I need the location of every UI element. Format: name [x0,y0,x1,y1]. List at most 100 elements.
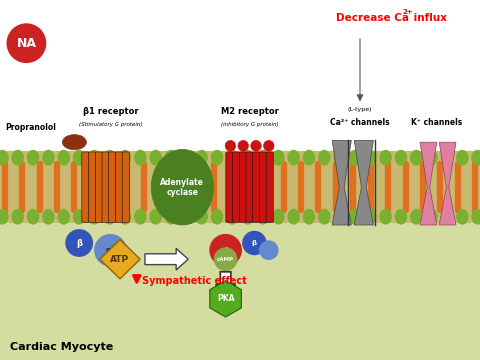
Ellipse shape [43,150,54,165]
FancyBboxPatch shape [82,152,89,222]
Ellipse shape [181,150,192,165]
Ellipse shape [243,231,266,255]
FancyBboxPatch shape [253,152,260,222]
Text: (Stimulatory G protein): (Stimulatory G protein) [79,122,142,127]
Ellipse shape [411,210,422,224]
Ellipse shape [166,210,177,224]
Ellipse shape [260,241,278,259]
Ellipse shape [120,150,131,165]
Ellipse shape [227,150,238,165]
Ellipse shape [273,210,284,224]
Ellipse shape [396,150,407,165]
Polygon shape [332,140,351,225]
Ellipse shape [104,210,115,224]
Text: ATP: ATP [110,255,130,264]
Ellipse shape [442,150,453,165]
Text: Propranolol: Propranolol [5,123,56,132]
Ellipse shape [238,140,249,151]
Ellipse shape [0,150,8,165]
Ellipse shape [257,150,268,165]
Ellipse shape [12,150,23,165]
FancyBboxPatch shape [260,152,267,222]
Ellipse shape [181,210,192,224]
Ellipse shape [396,210,407,224]
Polygon shape [354,140,373,225]
Ellipse shape [166,150,177,165]
Ellipse shape [365,210,376,224]
Text: K⁺ channels: K⁺ channels [411,118,462,127]
Ellipse shape [257,210,268,224]
Ellipse shape [426,150,437,165]
Polygon shape [420,142,437,225]
Polygon shape [100,239,140,279]
Ellipse shape [251,140,261,151]
Ellipse shape [334,210,345,224]
Ellipse shape [196,210,207,224]
Text: 2+: 2+ [402,9,413,14]
Ellipse shape [227,210,238,224]
Ellipse shape [380,210,391,224]
Ellipse shape [73,150,84,165]
Ellipse shape [380,150,391,165]
Polygon shape [145,248,188,270]
Ellipse shape [89,150,100,165]
Ellipse shape [242,210,253,224]
Ellipse shape [12,210,23,224]
Ellipse shape [73,210,84,224]
Ellipse shape [319,150,330,165]
Text: αi: αi [222,247,229,253]
Ellipse shape [442,210,453,224]
FancyBboxPatch shape [95,152,102,222]
Ellipse shape [411,150,422,165]
FancyBboxPatch shape [246,152,253,222]
Ellipse shape [426,210,437,224]
Ellipse shape [66,230,92,256]
Ellipse shape [210,235,241,266]
Ellipse shape [212,150,223,165]
Ellipse shape [288,210,299,224]
Text: αs: αs [106,247,115,253]
Ellipse shape [457,150,468,165]
Text: (inhibitory G protein): (inhibitory G protein) [221,122,278,127]
Ellipse shape [62,135,86,150]
Text: PKA: PKA [217,294,234,303]
Ellipse shape [27,210,38,224]
Bar [0,0,480,155]
Text: influx: influx [410,13,447,23]
FancyBboxPatch shape [240,152,247,222]
Ellipse shape [0,210,8,224]
Ellipse shape [264,140,274,151]
Ellipse shape [58,150,69,165]
Ellipse shape [89,210,100,224]
Text: Cardiac Myocyte: Cardiac Myocyte [10,342,113,352]
Ellipse shape [150,150,161,165]
Ellipse shape [288,150,299,165]
Text: Sympathetic effect: Sympathetic effect [142,276,246,286]
Ellipse shape [214,248,237,271]
FancyBboxPatch shape [108,152,116,222]
Ellipse shape [457,210,468,224]
Ellipse shape [104,150,115,165]
Text: Decrease Ca: Decrease Ca [336,13,409,23]
Ellipse shape [472,150,480,165]
Ellipse shape [151,149,214,225]
Polygon shape [439,142,456,225]
Ellipse shape [242,150,253,165]
Polygon shape [210,280,241,317]
Ellipse shape [196,150,207,165]
Text: (L-type): (L-type) [348,107,372,112]
FancyBboxPatch shape [233,152,240,222]
Ellipse shape [349,150,360,165]
Ellipse shape [27,150,38,165]
FancyBboxPatch shape [102,152,109,222]
FancyBboxPatch shape [226,152,233,222]
FancyBboxPatch shape [122,152,130,222]
Ellipse shape [212,210,223,224]
Ellipse shape [319,210,330,224]
Ellipse shape [303,210,314,224]
FancyBboxPatch shape [88,152,96,222]
Ellipse shape [334,150,345,165]
Ellipse shape [95,235,126,266]
Ellipse shape [150,210,161,224]
Bar [0,151,480,223]
